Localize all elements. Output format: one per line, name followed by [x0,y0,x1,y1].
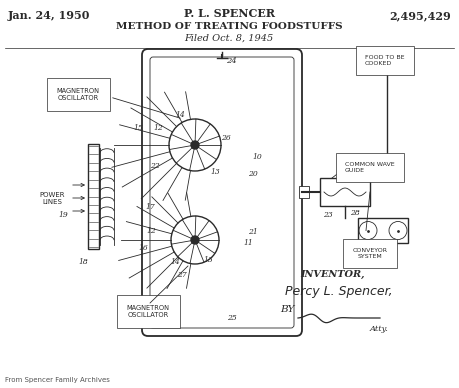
Text: 10: 10 [252,153,262,161]
Text: COMMON WAVE
GUIDE: COMMON WAVE GUIDE [345,162,395,173]
Text: 28: 28 [350,209,360,217]
Text: Percy L. Spencer,: Percy L. Spencer, [285,285,392,298]
Circle shape [191,141,199,149]
Bar [299,186,309,198]
Text: MAGNETRON
OSCILLATOR: MAGNETRON OSCILLATOR [127,305,169,318]
Text: 26: 26 [221,134,231,142]
Text: 16: 16 [138,244,148,252]
Text: MAGNETRON
OSCILLATOR: MAGNETRON OSCILLATOR [56,88,100,101]
Text: 14: 14 [175,111,185,119]
Text: 15: 15 [133,124,143,132]
Text: Atty.: Atty. [370,325,389,333]
Text: FOOD TO BE
COOKED: FOOD TO BE COOKED [365,55,404,66]
Text: 12: 12 [146,227,156,235]
Text: 23: 23 [323,211,333,219]
Text: Filed Oct. 8, 1945: Filed Oct. 8, 1945 [185,34,274,43]
Text: 12: 12 [153,124,163,132]
Text: 21: 21 [248,228,258,236]
Text: 2,495,429: 2,495,429 [389,10,451,21]
Text: CONVEYOR
SYSTEM: CONVEYOR SYSTEM [353,248,387,259]
Text: 20: 20 [248,170,258,178]
Circle shape [191,236,199,244]
Text: BY: BY [280,305,294,314]
Bar [320,178,370,206]
Text: 27: 27 [177,271,187,279]
Bar [88,144,99,249]
Text: From Spencer Family Archives: From Spencer Family Archives [5,377,110,383]
Text: 24: 24 [226,57,237,65]
Bar [365,155,400,177]
Text: 18: 18 [78,258,88,266]
Text: 13: 13 [203,256,213,264]
Text: INVENTOR,: INVENTOR, [300,270,364,279]
Text: 11: 11 [243,239,253,247]
Text: 17: 17 [145,203,155,211]
Text: POWER
LINES: POWER LINES [39,192,65,205]
Text: METHOD OF TREATING FOODSTUFFS: METHOD OF TREATING FOODSTUFFS [116,22,342,31]
Text: 25: 25 [227,314,237,322]
Bar [358,218,408,243]
Text: Jan. 24, 1950: Jan. 24, 1950 [8,10,90,21]
Text: P. L. SPENCER: P. L. SPENCER [184,8,274,19]
Text: 14: 14 [170,258,180,266]
Text: 22: 22 [150,162,160,170]
Text: 13: 13 [210,168,220,176]
Text: 19: 19 [58,211,68,219]
